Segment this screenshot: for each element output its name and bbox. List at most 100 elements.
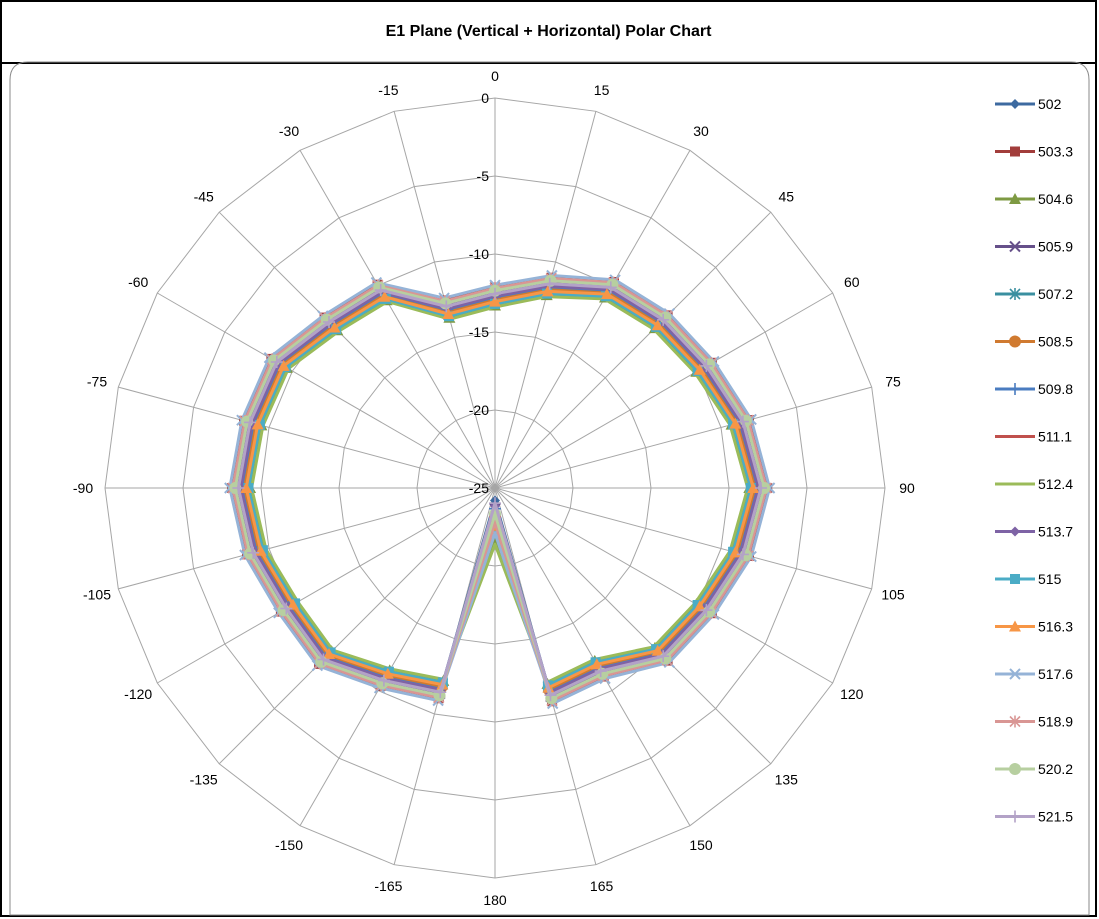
data-point <box>280 602 293 615</box>
legend-label: 511.1 <box>1038 429 1072 445</box>
angle-tick-label: 0 <box>491 68 499 84</box>
data-point <box>323 648 335 659</box>
grid-spoke <box>494 292 833 489</box>
data-point <box>374 284 387 297</box>
angle-tick-label: 30 <box>693 123 709 139</box>
data-point <box>693 363 706 375</box>
angle-tick-label: 15 <box>594 82 610 98</box>
data-point <box>440 300 453 313</box>
legend-label: 516.3 <box>1038 619 1073 635</box>
data-point <box>247 546 260 559</box>
data-point <box>543 277 556 290</box>
legend-item[interactable]: 512.4 <box>995 476 1073 492</box>
angle-tick-label: -75 <box>87 373 107 389</box>
grid-spoke <box>299 150 496 489</box>
data-point <box>287 598 299 610</box>
legend-label: 504.6 <box>1038 191 1073 207</box>
title-bar: E1 Plane (Vertical + Horizontal) Polar C… <box>2 2 1095 64</box>
data-point <box>736 415 749 428</box>
data-point <box>693 600 706 612</box>
angle-tick-label: -15 <box>378 82 398 98</box>
radial-tick-label: -25 <box>469 480 489 496</box>
legend-label: 509.8 <box>1038 381 1073 397</box>
legend-label: 518.9 <box>1038 714 1073 730</box>
radial-tick-label: -15 <box>469 324 489 340</box>
data-point <box>657 313 670 326</box>
series-521-5[interactable] <box>232 277 767 702</box>
series-layer <box>224 269 776 710</box>
legend-item[interactable]: 504.6 <box>995 191 1073 207</box>
grid-spoke <box>218 487 496 765</box>
data-point <box>323 316 335 328</box>
plot-area-border <box>9 61 1090 916</box>
legend-item[interactable]: 507.2 <box>995 286 1073 302</box>
angle-tick-label: -165 <box>374 878 402 894</box>
grid-spoke <box>494 487 872 590</box>
angle-tick-label: -150 <box>275 837 303 853</box>
legend-label: 515 <box>1038 571 1062 587</box>
radial-tick-label: -20 <box>469 402 489 418</box>
legend-item[interactable]: 515 <box>995 571 1062 587</box>
data-point <box>489 287 501 300</box>
data-point <box>244 416 257 429</box>
data-point <box>600 288 613 300</box>
data-point <box>1009 810 1021 823</box>
tick-labels: 0153045607590105120135150165180-165-150-… <box>73 68 915 908</box>
legend-item[interactable]: 508.5 <box>995 334 1073 350</box>
legend-item[interactable]: 509.8 <box>995 381 1073 397</box>
angle-tick-label: 165 <box>590 878 614 894</box>
legend-item[interactable]: 513.7 <box>995 524 1073 540</box>
angle-tick-label: 105 <box>881 587 905 603</box>
data-point <box>1009 335 1021 348</box>
legend[interactable]: 502 503.3 504.6 505.9 507.2 508.5 509.8 511.1 51… <box>995 96 1073 825</box>
data-point <box>651 644 664 656</box>
data-point <box>657 650 670 663</box>
grid-spoke <box>494 487 772 765</box>
angle-tick-label: 60 <box>844 274 860 290</box>
legend-label: 512.4 <box>1038 476 1073 492</box>
data-point <box>1009 240 1021 253</box>
data-point <box>442 308 455 319</box>
grid-spoke <box>218 211 496 489</box>
data-point <box>1009 193 1021 204</box>
legend-item[interactable]: 521.5 <box>995 809 1073 825</box>
legend-item[interactable]: 520.2 <box>995 761 1073 777</box>
data-point <box>232 482 245 494</box>
data-point <box>381 667 394 679</box>
legend-item[interactable]: 511.1 <box>995 429 1072 445</box>
data-point <box>251 418 264 430</box>
data-point <box>1009 715 1021 728</box>
legend-item[interactable]: 503.3 <box>995 144 1073 160</box>
data-point <box>651 319 664 331</box>
legend-item[interactable]: 502 <box>995 96 1062 112</box>
data-point <box>1009 668 1021 680</box>
legend-item[interactable]: 505.9 <box>995 239 1073 255</box>
legend-label: 505.9 <box>1038 239 1073 255</box>
angle-tick-label: 120 <box>840 686 864 702</box>
legend-item[interactable]: 516.3 <box>995 619 1073 635</box>
data-point <box>1010 146 1020 157</box>
angle-tick-label: -120 <box>124 686 152 702</box>
legend-label: 503.3 <box>1038 144 1073 160</box>
data-point <box>489 497 501 510</box>
data-point <box>594 665 607 678</box>
grid-spoke <box>494 487 833 684</box>
data-point <box>1010 99 1020 109</box>
legend-label: 507.2 <box>1038 286 1073 302</box>
data-point <box>700 604 713 617</box>
grid-spoke <box>118 386 496 489</box>
data-point <box>729 417 742 429</box>
legend-label: 517.6 <box>1038 666 1073 682</box>
data-point <box>1010 574 1020 584</box>
data-point <box>747 482 760 493</box>
data-point <box>378 290 391 302</box>
legend-item[interactable]: 518.9 <box>995 714 1073 730</box>
chart-title: E1 Plane (Vertical + Horizontal) Polar C… <box>385 23 712 40</box>
angle-tick-label: 90 <box>899 480 915 496</box>
data-point <box>755 482 767 494</box>
legend-item[interactable]: 517.6 <box>995 666 1073 682</box>
angle-tick-label: -60 <box>128 274 148 290</box>
data-point <box>240 482 253 493</box>
legend-label: 513.7 <box>1038 524 1073 540</box>
